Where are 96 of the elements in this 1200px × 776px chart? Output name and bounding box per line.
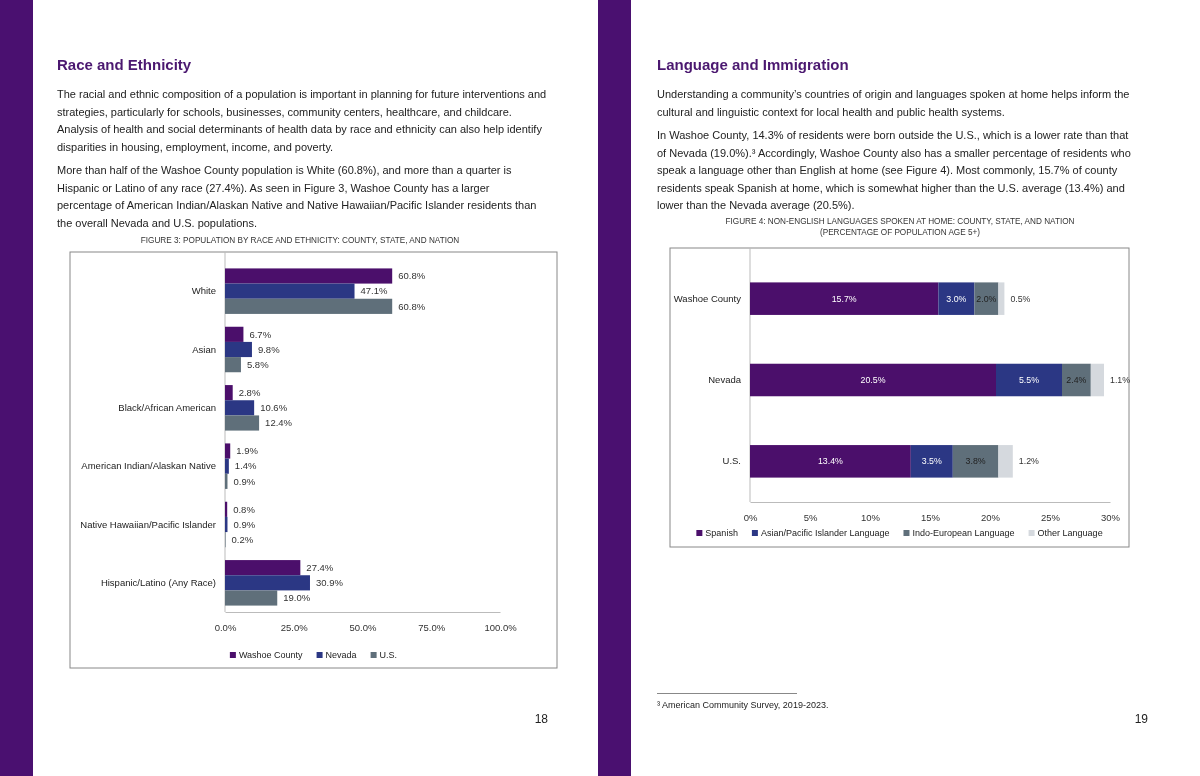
text: Understanding a community’s countries of origin and languages spoken at home helps inform the cultural and linguistic context for local health and public health systems. [657,87,1131,120]
bar [225,575,310,591]
y-tick-label: Black/African American [118,401,216,413]
chart-subtitle: FIGURE 4: NON-ENGLISH LANGUAGES SPOKEN AT HOME: COUNTY, STATE, AND NATION (PERCENTAGE OF POPULATION AGE 5+) [724,216,1076,238]
x-tick-label: 75.0% [418,621,446,633]
bar [952,445,999,478]
bar [1090,363,1104,397]
legend-label: Spanish [705,527,738,538]
chart-subtitle: FIGURE 3: POPULATION BY RACE AND ETHNICITY: COUNTY, STATE, AND NATION [139,235,461,246]
bar [225,268,393,284]
bar [750,363,996,397]
legend-label: Indo-European Language [912,527,1015,538]
y-tick-label: U.S. [722,455,741,467]
text: 19 [1134,712,1148,726]
bar [225,590,278,606]
text: 18 [534,712,548,726]
bar [974,282,999,315]
data-label: 2.0% [976,293,997,304]
data-label: 19.0% [283,592,311,604]
x-tick-label: 10% [860,511,881,523]
x-tick-label: 25% [1040,511,1061,523]
data-label: 3.5% [921,456,942,467]
data-label: 0.5% [1010,293,1031,304]
bar [225,298,393,314]
bar [998,282,1005,315]
bar [225,501,228,517]
bar [225,326,244,342]
text: ³ American Community Survey, 2019-2023. [657,700,829,710]
data-label: 60.8% [398,300,426,312]
data-label: 30.9% [315,577,344,589]
legend-label: Asian/Pacific Islander Language [760,527,890,538]
bar [225,458,229,474]
x-tick-label: 20% [980,511,1001,523]
x-tick-label: 100.0% [484,621,518,633]
bar [225,357,241,373]
bar [225,560,301,576]
x-tick-label: 25.0% [280,621,309,633]
data-label: 5.5% [1018,375,1040,386]
data-label: 10.6% [260,402,288,414]
bar [1062,363,1091,397]
data-label: 0.2% [231,533,254,545]
text: In Washoe County, 14.3% of residents were born outside the U.S., which is a lower rate than that of Nevada (19.0%).³ Accordingly, Washoe County also has a smaller percentage of residents who speak a language other than English at home (see Figure 4). Most commonly, 15.7% of county residents speak Spanish at home, which is somewhat higher than the U.S. average (13.4%) and lower than the Nevada average (20.5%). [657,128,1132,213]
bar [998,445,1013,478]
y-tick-label: American Indian/Alaskan Native [81,460,216,472]
x-tick-label: 0% [743,511,758,523]
data-label: 15.7% [831,293,857,304]
chart-title: Language and Immigration [657,56,849,73]
data-label: 1.4% [234,460,258,472]
data-label: 9.8% [257,343,281,355]
bar [225,341,252,358]
y-tick-label: Asian [192,343,216,355]
x-tick-label: 0.0% [214,621,237,633]
chart-title: Race and Ethnicity [57,56,192,73]
x-tick-label: 50.0% [349,621,378,633]
text: More than half of the Washoe County population is White (60.8%), and more than a quarter is Hispanic or Latino of any race (27.4%). As seen in Figure 3, Washoe County has a larger percentage of American Indian/Alaskan Native and Native Hawaiian/Pacific Islander residents than the overall Nevada and U.S. populations. [57,163,538,231]
x-tick-label: 30% [1100,511,1121,523]
text: The racial and ethnic composition of a population is important in planning for future interventions and strategies, particularly for schools, businesses, community centers, healthcare, and childcare. Analysis of health and social determinants of health data by race and ethnicity can also help identify disparities in housing, employment, income, and poverty. [57,87,547,155]
legend-label: Other Language [1037,527,1103,538]
bar [910,445,953,478]
data-label: 5.8% [246,358,270,370]
legend-label: Nevada [325,649,357,660]
data-label: 20.5% [860,375,886,386]
bar [225,400,255,416]
data-label: 0.8% [233,503,256,515]
y-tick-label: Washoe County [673,292,742,304]
data-label: 2.4% [1066,375,1087,386]
data-label: 27.4% [306,561,334,573]
bar [996,363,1062,397]
y-tick-label: Native Hawaiian/Pacific Islander [80,518,216,530]
data-label: 3.8% [965,456,986,467]
bar [225,443,231,459]
legend-label: Washoe County [238,649,304,660]
data-label: 0.9% [233,475,256,487]
y-tick-label: Nevada [708,374,742,386]
legend-label: U.S. [379,649,398,660]
bar [938,282,975,315]
bar [750,282,939,315]
bar [225,385,233,401]
x-tick-label: 5% [803,511,818,523]
data-label: 47.1% [360,285,389,297]
data-label: 0.9% [233,518,256,530]
y-tick-label: White [191,285,216,297]
data-label: 1.9% [236,445,259,457]
bar [225,415,260,431]
data-label: 60.8% [398,270,426,282]
data-label: 12.4% [265,417,293,429]
data-label: 2.8% [238,386,261,398]
y-tick-label: Hispanic/Latino (Any Race) [100,576,216,588]
data-label: 3.0% [946,293,967,304]
data-label: 1.2% [1018,456,1040,467]
data-label: 6.7% [249,328,272,340]
data-label: 1.1% [1110,375,1131,386]
bar [225,283,355,299]
x-tick-label: 15% [920,511,941,523]
data-label: 13.4% [817,456,844,467]
bar [750,445,911,478]
